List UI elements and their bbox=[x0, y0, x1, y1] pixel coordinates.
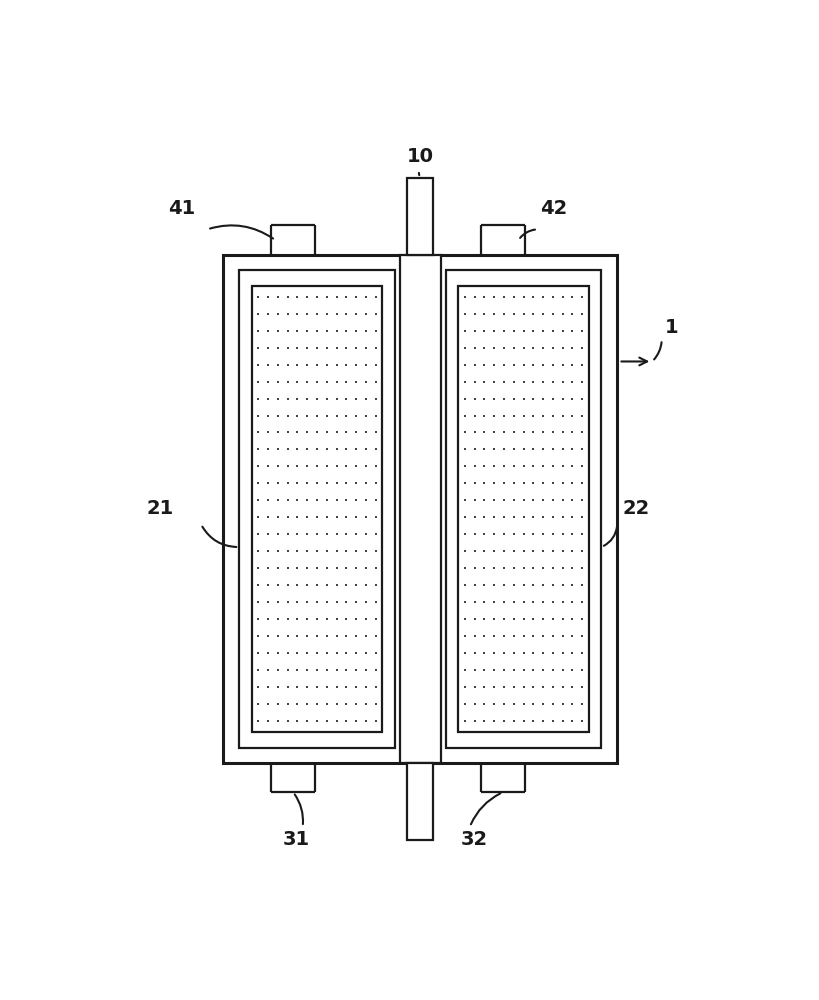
Text: 10: 10 bbox=[406, 147, 433, 166]
Text: 22: 22 bbox=[622, 499, 649, 518]
Bar bbox=[239, 270, 395, 748]
Bar bbox=[223, 255, 617, 763]
Bar bbox=[400, 255, 440, 763]
Bar bbox=[406, 763, 433, 840]
Text: 41: 41 bbox=[168, 199, 195, 218]
Text: 32: 32 bbox=[460, 830, 487, 849]
Text: 1: 1 bbox=[663, 318, 677, 337]
Text: 21: 21 bbox=[146, 499, 173, 518]
Bar bbox=[446, 270, 600, 748]
Bar bbox=[406, 178, 433, 255]
Text: 42: 42 bbox=[540, 199, 567, 218]
Text: 31: 31 bbox=[283, 830, 310, 849]
Bar bbox=[251, 286, 382, 732]
Bar bbox=[458, 286, 588, 732]
